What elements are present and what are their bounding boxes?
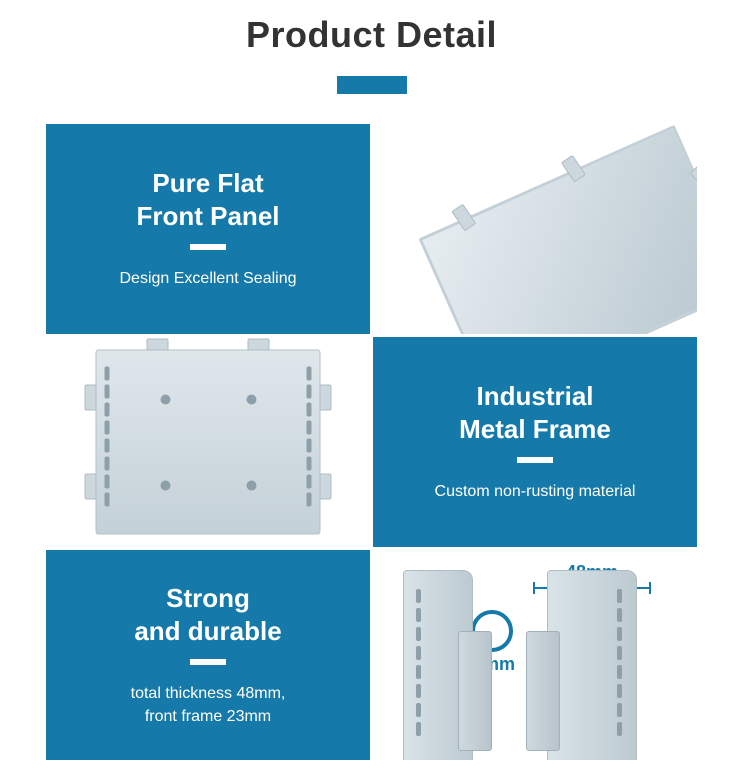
feature-tile-strong: Strong and durable total thickness 48mm,… (46, 550, 370, 760)
feature-title-line1: Strong (166, 583, 250, 613)
feature-title: Industrial Metal Frame (459, 380, 611, 445)
feature-tile-metal-frame: Industrial Metal Frame Custom non-rustin… (373, 337, 697, 547)
feature-tile-pure-flat: Pure Flat Front Panel Design Excellent S… (46, 124, 370, 334)
monitor-back-icon (96, 350, 321, 535)
feature-subtitle-line1: total thickness 48mm, (131, 685, 286, 702)
accent-bar (337, 76, 407, 94)
divider (190, 244, 226, 250)
frame-side-right-icon (547, 570, 637, 760)
front-panel-icon (418, 125, 697, 334)
feature-title-line2: Front Panel (136, 201, 279, 231)
feature-subtitle: Custom non-rusting material (435, 481, 636, 503)
feature-title-line2: and durable (134, 616, 281, 646)
divider (517, 457, 553, 463)
header: Product Detail (0, 0, 743, 94)
page-title: Product Detail (0, 14, 743, 56)
feature-grid: Pure Flat Front Panel Design Excellent S… (0, 124, 743, 760)
image-tile-thickness: 48mm 23mm (373, 550, 697, 760)
feature-title-line1: Industrial (476, 381, 593, 411)
image-tile-front-panel (373, 124, 697, 334)
feature-title: Pure Flat Front Panel (136, 167, 279, 232)
feature-subtitle-line2: front frame 23mm (145, 708, 271, 725)
feature-subtitle: Design Excellent Sealing (120, 268, 297, 290)
image-tile-metal-frame (46, 337, 370, 547)
feature-title-line1: Pure Flat (152, 168, 263, 198)
feature-title: Strong and durable (134, 582, 281, 647)
frame-side-left-icon (403, 570, 473, 760)
feature-title-line2: Metal Frame (459, 414, 611, 444)
feature-subtitle: total thickness 48mm, front frame 23mm (131, 683, 286, 728)
divider (190, 659, 226, 665)
